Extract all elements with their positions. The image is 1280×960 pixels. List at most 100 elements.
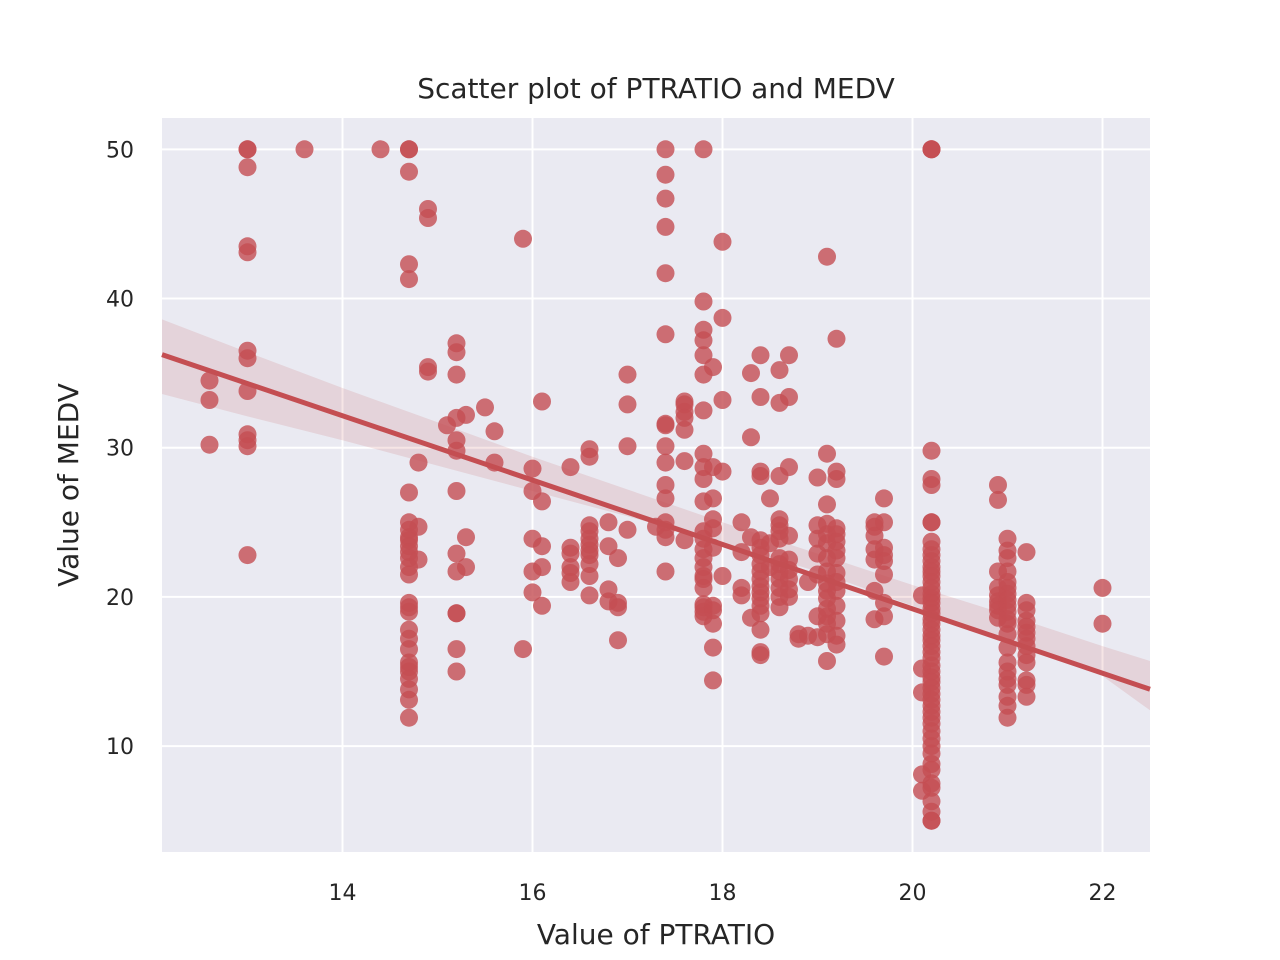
regression-line (161, 352, 1151, 692)
data-point (704, 671, 722, 690)
data-point (514, 229, 532, 248)
data-point (400, 162, 418, 181)
data-point (808, 468, 827, 487)
data-point (656, 165, 675, 184)
x-tick-label: 14 (329, 881, 357, 906)
data-point (732, 513, 751, 532)
data-point (1017, 653, 1036, 672)
tick-labels: 14 16 18 20 22 10 20 30 40 50 (106, 138, 1117, 906)
data-point (533, 492, 551, 511)
data-point (533, 596, 551, 615)
data-point (827, 596, 846, 615)
data-point (989, 476, 1007, 494)
data-point (457, 528, 475, 547)
data-point (875, 513, 893, 532)
y-axis-label: Value of MEDV (52, 383, 85, 587)
data-point (656, 140, 675, 159)
data-point (1017, 687, 1036, 706)
data-points (200, 140, 1112, 830)
data-point (751, 388, 770, 406)
data-point (675, 420, 694, 439)
data-point (419, 209, 437, 227)
data-point (618, 365, 637, 384)
data-point (922, 140, 941, 159)
data-point (447, 365, 466, 384)
data-point (238, 243, 257, 262)
y-tick-label: 30 (106, 437, 134, 462)
data-point (865, 526, 884, 545)
confidence-band (162, 319, 1150, 711)
data-point (533, 558, 551, 577)
data-point (409, 550, 428, 569)
data-point (875, 489, 893, 508)
data-point (694, 140, 713, 159)
data-point (618, 395, 637, 414)
data-point (533, 537, 551, 556)
data-point (238, 140, 257, 159)
data-point (200, 371, 219, 390)
y-tick-label: 40 (106, 288, 134, 313)
data-point (400, 640, 418, 659)
data-point (457, 558, 475, 577)
data-point (447, 544, 466, 563)
data-point (419, 362, 437, 381)
data-point (780, 587, 798, 606)
data-point (580, 447, 599, 466)
data-point (675, 452, 694, 471)
data-point (371, 140, 390, 159)
data-point (447, 482, 466, 500)
data-point (447, 640, 466, 659)
data-point (751, 620, 770, 639)
data-point (656, 453, 675, 472)
data-point (827, 611, 846, 630)
data-point (238, 349, 257, 368)
data-point (561, 458, 580, 477)
data-point (400, 140, 418, 159)
data-point (998, 708, 1017, 727)
data-point (1017, 543, 1036, 562)
data-point (827, 329, 846, 348)
data-point (761, 489, 779, 508)
data-point (656, 489, 675, 508)
data-point (780, 458, 798, 477)
data-point (922, 811, 941, 830)
data-point (514, 640, 532, 659)
data-point (751, 646, 770, 665)
data-point (609, 631, 627, 650)
data-point (694, 331, 713, 350)
data-point (400, 565, 418, 584)
data-point (476, 398, 494, 417)
data-point (780, 346, 798, 365)
data-point (694, 401, 713, 420)
data-point (656, 217, 675, 236)
data-point (1093, 614, 1112, 633)
data-point (599, 513, 618, 532)
chart-title: Scatter plot of PTRATIO and MEDV (417, 72, 895, 105)
data-point (609, 598, 627, 617)
data-point (238, 546, 257, 565)
data-point (827, 549, 846, 568)
data-point (561, 544, 580, 563)
data-point (780, 388, 798, 406)
data-point (704, 519, 722, 538)
data-point (409, 517, 428, 536)
data-point (922, 513, 941, 532)
data-point (457, 405, 475, 424)
data-point (200, 435, 219, 454)
data-point (656, 476, 675, 494)
data-point (704, 358, 722, 377)
y-tick-label: 50 (106, 138, 134, 163)
data-point (922, 441, 941, 460)
data-point (875, 647, 893, 666)
data-point (694, 292, 713, 311)
data-point (875, 565, 893, 584)
data-point (922, 778, 941, 797)
data-point (742, 428, 760, 447)
data-point (704, 614, 722, 633)
data-point (656, 264, 675, 283)
data-point (533, 392, 551, 411)
data-point (780, 526, 798, 545)
data-point (561, 573, 580, 591)
data-point (704, 489, 722, 508)
